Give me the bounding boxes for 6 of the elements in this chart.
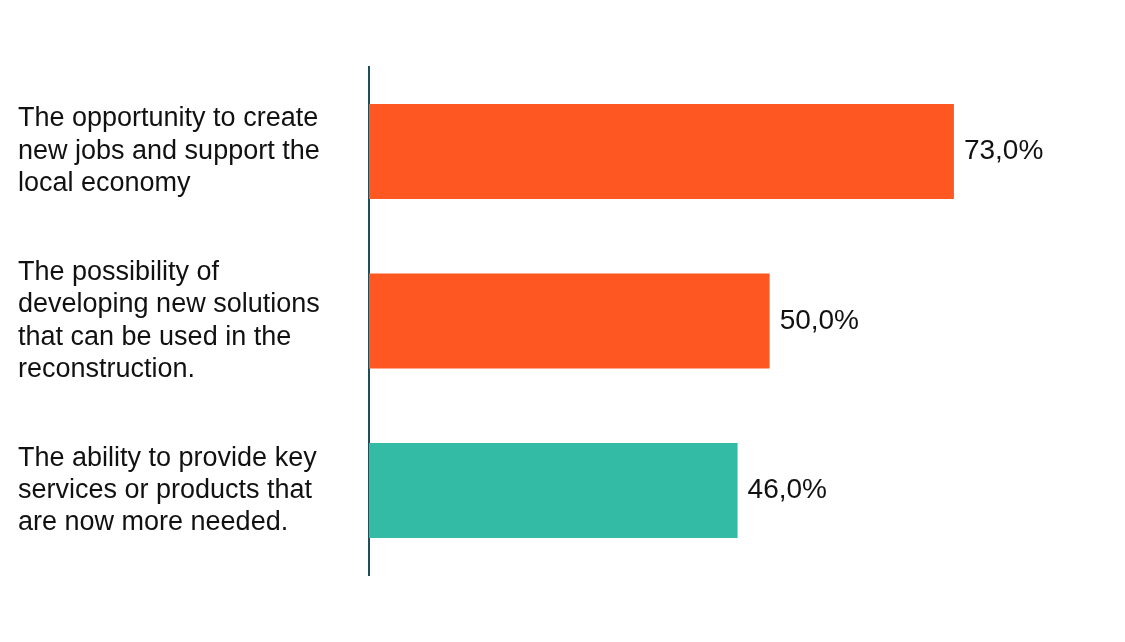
y-tick-label: The possibility of developing new solutions that can be used in the reconstruction. — [18, 255, 320, 384]
data-label: 46,0% — [747, 473, 827, 505]
data-label: 50,0% — [779, 303, 860, 335]
y-tick-label: The ability to provide key services or products that are now more needed. — [18, 441, 318, 537]
data-label: 73,0% — [963, 134, 1044, 166]
y-tick-label: The opportunity to create new jobs and support the local economy — [18, 102, 320, 198]
